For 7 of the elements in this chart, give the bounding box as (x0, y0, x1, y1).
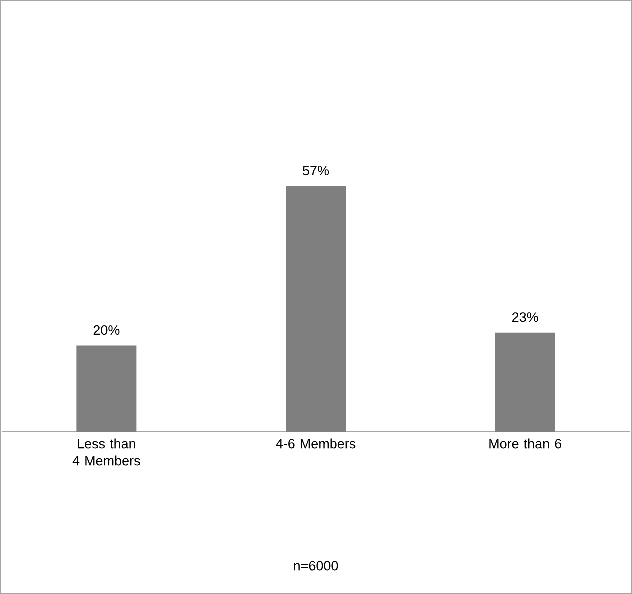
x-tick-label: More than 6 (490, 438, 562, 449)
text: n=6000 (294, 561, 338, 571)
data-label: 23% (512, 312, 538, 322)
x-tick-label: 4-6 Members (276, 438, 356, 449)
x-tick-label: Less than 4 Members (72, 438, 140, 466)
data-label: 57% (303, 166, 330, 176)
data-label: 20% (94, 326, 120, 336)
